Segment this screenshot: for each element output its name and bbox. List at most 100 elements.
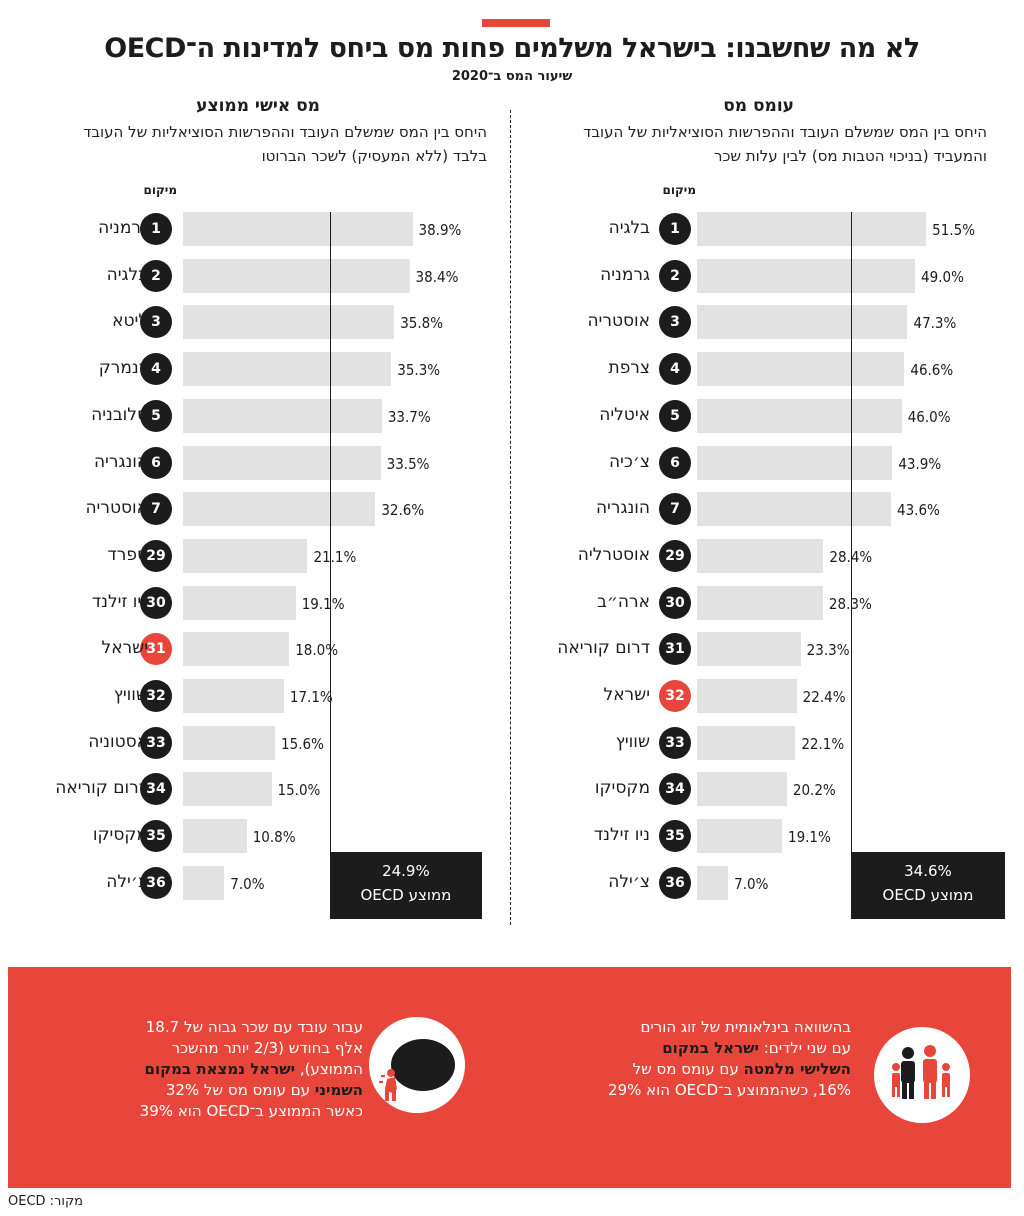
bar-value-label: 47.3% — [913, 314, 957, 332]
country-label: אוסטריה — [85, 498, 148, 518]
bar-value-label: 7.0% — [230, 875, 265, 893]
rank-badge: 30 — [140, 587, 172, 619]
bar-13 — [697, 772, 787, 806]
rank-badge: 3 — [659, 306, 691, 338]
bar-8 — [183, 539, 308, 573]
rank-badge: 30 — [659, 587, 691, 619]
rank-badge: 7 — [659, 493, 691, 525]
oecd-average-line — [329, 212, 331, 852]
country-label: שוויץ — [615, 732, 650, 752]
high-wage-note-line3a: הממוצע), — [295, 1060, 363, 1078]
bar-14 — [697, 819, 782, 853]
bar-value-label: 35.8% — [400, 314, 444, 332]
right-panel-description-line2: והמעביד (בניכוי הטבות מס) לבין עלות שכר — [714, 147, 987, 165]
left-panel-description-line2: בלבד (ללא המעסיק) לשכר הברוטו — [261, 147, 487, 165]
rank-badge: 5 — [659, 400, 691, 432]
country-label: אוסטרליה — [577, 545, 650, 565]
country-label: סלובניה — [91, 405, 148, 425]
country-label: צ׳ילה — [608, 872, 650, 892]
panel-divider — [510, 110, 511, 925]
rank-badge: 31 — [140, 633, 172, 665]
bar-value-label: 38.9% — [418, 221, 462, 239]
family-note-line3a: השלישי מלמטה — [743, 1060, 851, 1078]
family-note-line1: בהשוואה בינלאומית של זוג הורים — [640, 1018, 851, 1036]
bar-6 — [183, 446, 381, 480]
bar-5 — [183, 399, 382, 433]
rank-badge: 34 — [140, 773, 172, 805]
oecd-average-label: ממוצע OECD — [882, 886, 974, 904]
bar-12 — [183, 726, 276, 760]
bar-9 — [697, 586, 823, 620]
rank-badge: 29 — [659, 540, 691, 572]
bar-value-label: 20.2% — [792, 781, 836, 799]
right-panel-description-line1: היחס בין המס שמשלם העובד וההפרשות הסוציא… — [583, 123, 987, 141]
oecd-average-label: ממוצע OECD — [360, 886, 452, 904]
high-wage-note-line1: עבור עובד עם שכר גבוה של 18.7 — [145, 1018, 363, 1036]
rank-badge: 6 — [659, 447, 691, 479]
high-wage-note-line5: כאשר הממוצע ב־OECD הוא 39% — [139, 1102, 363, 1120]
bar-value-label: 15.0% — [277, 781, 321, 799]
bar-8 — [697, 539, 824, 573]
oecd-average-box: 24.9% ממוצע OECD — [329, 852, 482, 919]
burden-sack-icon — [379, 1039, 455, 1101]
oecd-average-value: 34.6% — [904, 862, 952, 880]
family-note-line2a: עם שני ילדים: — [758, 1039, 851, 1057]
family-note-line2: עם שני ילדים: ישראל במקום — [551, 1038, 851, 1059]
bar-1 — [697, 212, 927, 246]
country-label: אסטוניה — [88, 732, 148, 752]
country-label: גרמניה — [600, 265, 650, 285]
page-subtitle: שיעור המס ב־2020 — [451, 69, 573, 84]
bar-4 — [183, 352, 392, 386]
bar-7 — [183, 492, 376, 526]
bar-15 — [697, 866, 729, 900]
bar-3 — [183, 305, 395, 339]
bar-value-label: 38.4% — [415, 268, 459, 286]
bar-value-label: 51.5% — [932, 221, 976, 239]
bar-2 — [183, 259, 410, 293]
rank-badge: 6 — [140, 447, 172, 479]
bar-value-label: 43.9% — [898, 455, 942, 473]
family-note-line4: 16%, כשהממוצע ב־OECD הוא 29% — [608, 1081, 851, 1099]
country-label: דנמרק — [98, 358, 148, 378]
bar-12 — [697, 726, 796, 760]
bar-value-label: 19.1% — [787, 828, 831, 846]
country-label: ארה״ב — [597, 592, 650, 612]
bar-value-label: 49.0% — [921, 268, 964, 286]
oecd-average-box: 34.6% ממוצע OECD — [850, 852, 1005, 919]
country-label: אוסטריה — [587, 311, 650, 331]
high-wage-note-line4a: השמיני — [314, 1081, 363, 1099]
country-label: ליטא — [112, 311, 148, 331]
right-panel-heading: עומס מס — [723, 96, 794, 116]
country-label: הונגריה — [93, 452, 148, 472]
rank-badge: 36 — [140, 867, 172, 899]
bar-value-label: 33.5% — [386, 455, 430, 473]
rank-badge: 2 — [659, 260, 691, 292]
bar-value-label: 33.7% — [387, 408, 431, 426]
bar-1 — [183, 212, 413, 246]
family-note-line3: השלישי מלמטה עם עומס מס של — [551, 1059, 851, 1080]
bar-value-label: 22.1% — [801, 735, 845, 753]
country-label: גרמניה — [98, 218, 148, 238]
rank-badge: 34 — [659, 773, 691, 805]
country-label: שוויץ — [113, 685, 148, 705]
country-label: מקסיקו — [594, 778, 650, 798]
rank-badge: 32 — [659, 680, 691, 712]
top-accent-bar — [482, 19, 550, 27]
bar-value-label: 19.1% — [301, 595, 345, 613]
rank-badge: 35 — [140, 820, 172, 852]
bar-10 — [183, 632, 290, 666]
rank-badge: 29 — [140, 540, 172, 572]
family-note: בהשוואה בינלאומית של זוג הורים עם שני יל… — [551, 1017, 851, 1101]
left-panel-heading: מס אישי ממוצע — [196, 96, 320, 116]
rank-badge: 36 — [659, 867, 691, 899]
bar-value-label: 21.1% — [313, 548, 357, 566]
bar-3 — [697, 305, 908, 339]
family-icon-circle — [874, 1027, 970, 1123]
bar-11 — [697, 679, 797, 713]
bar-value-label: 43.6% — [897, 501, 940, 519]
bar-14 — [183, 819, 247, 853]
bar-value-label: 46.6% — [910, 361, 954, 379]
rank-badge: 35 — [659, 820, 691, 852]
country-label: צ׳כיה — [608, 452, 650, 472]
oecd-average-value: 24.9% — [382, 862, 430, 880]
